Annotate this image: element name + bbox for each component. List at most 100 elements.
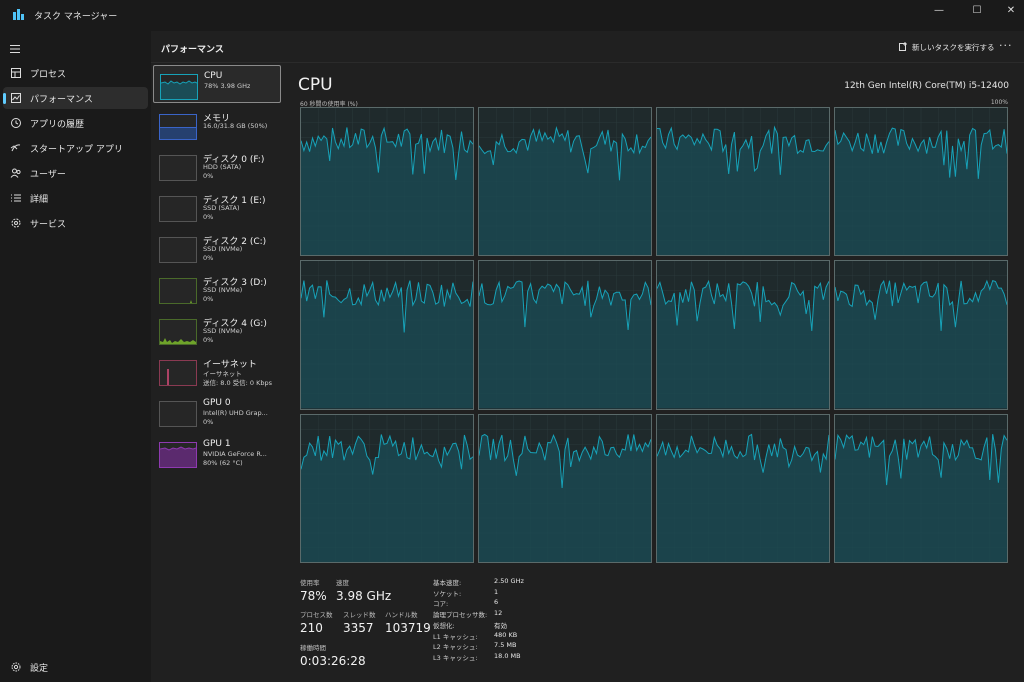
run-new-task-label: 新しいタスクを実行する — [912, 42, 995, 52]
device-name: メモリ — [203, 114, 231, 124]
usage-label: 使用率 — [300, 579, 320, 587]
device-item[interactable]: ディスク 3 (D:) SSD (NVMe) 0% — [153, 270, 281, 308]
history-icon — [11, 118, 21, 128]
device-name: CPU — [204, 71, 223, 81]
gear-icon — [11, 662, 21, 672]
device-subtext: 0% — [203, 336, 214, 344]
active-indicator — [3, 93, 6, 104]
sidebar-item-label: ユーザー — [30, 170, 66, 180]
logical-processor-graphs — [300, 107, 1008, 563]
device-thumbnail-graph — [159, 196, 197, 222]
device-subtext: SSD (NVMe) — [203, 327, 243, 335]
sidebar-item-label: スタートアップ アプリ — [30, 145, 123, 155]
device-item[interactable]: GPU 1 NVIDIA GeForce R... 80% (62 °C) — [153, 434, 281, 472]
sidebar-item-label: アプリの履歴 — [30, 120, 85, 130]
device-name: ディスク 4 (G:) — [203, 319, 267, 329]
handles-value: 103719 — [385, 621, 431, 635]
logical-processor-graph — [478, 413, 652, 563]
device-thumbnail-graph — [159, 401, 197, 427]
device-subtext: 0% — [203, 418, 214, 426]
logical-processor-graph — [300, 413, 474, 563]
device-subtext: 送信: 8.0 受信: 0 Kbps — [203, 379, 273, 387]
device-name: GPU 0 — [203, 398, 231, 408]
startup-icon — [10, 144, 21, 152]
detail-value: 7.5 MB — [494, 641, 517, 650]
device-name: GPU 1 — [203, 439, 231, 449]
device-name: ディスク 3 (D:) — [203, 278, 267, 288]
services-icon — [11, 218, 21, 228]
cpu-title: CPU — [298, 75, 333, 95]
processes-icon — [11, 68, 21, 78]
detail-key: L2 キャッシュ: — [433, 643, 478, 652]
device-subtext: HDD (SATA) — [203, 163, 242, 171]
sidebar-item-details[interactable]: 詳細 — [3, 187, 148, 209]
device-subtext: SSD (SATA) — [203, 204, 240, 212]
uptime-label: 稼働時間 — [300, 644, 326, 652]
logical-processor-graph — [478, 107, 652, 257]
detail-key: 仮想化: — [433, 621, 455, 630]
users-icon — [10, 168, 21, 178]
sidebar-item-startup-apps[interactable]: スタートアップ アプリ — [3, 137, 148, 159]
detail-value: 480 KB — [494, 630, 518, 639]
device-item[interactable]: GPU 0 Intel(R) UHD Grap... 0% — [153, 393, 281, 431]
logical-processor-graph — [656, 107, 830, 257]
device-subtext: Intel(R) UHD Grap... — [203, 409, 268, 417]
handles-label: ハンドル数 — [385, 611, 418, 619]
device-item[interactable]: ディスク 4 (G:) SSD (NVMe) 0% — [153, 311, 281, 349]
logical-processor-graph — [300, 260, 474, 410]
threads-label: スレッド数 — [343, 611, 376, 619]
device-item[interactable]: ディスク 0 (F:) HDD (SATA) 0% — [153, 147, 281, 185]
detail-value: 有効 — [494, 621, 507, 630]
sidebar-item-label: 詳細 — [30, 195, 49, 205]
device-thumbnail-graph — [159, 360, 197, 386]
sidebar-item-performance[interactable]: パフォーマンス — [3, 87, 148, 109]
detail-key: ソケット: — [433, 589, 462, 598]
close-button[interactable]: ✕ — [1006, 4, 1016, 16]
window-title: タスク マネージャー — [34, 12, 118, 22]
sidebar-item-settings[interactable]: 設定 — [3, 656, 148, 678]
threads-value: 3357 — [343, 621, 374, 635]
sidebar-item-processes[interactable]: プロセス — [3, 62, 148, 84]
sidebar-item-services[interactable]: サービス — [3, 212, 148, 234]
device-name: ディスク 1 (E:) — [203, 196, 266, 206]
cpu-stats: 使用率 78% 速度 3.98 GHz プロセス数 210 スレッド数 3357… — [300, 577, 700, 677]
device-subtext: SSD (NVMe) — [203, 286, 243, 294]
device-item[interactable]: CPU 78% 3.98 GHz — [153, 65, 281, 103]
logical-processor-graph — [834, 260, 1008, 410]
sidebar-item-label: 設定 — [30, 664, 49, 674]
sidebar-item-users[interactable]: ユーザー — [3, 162, 148, 184]
minimize-button[interactable]: — — [934, 4, 944, 16]
device-name: ディスク 2 (C:) — [203, 237, 267, 247]
device-thumbnail-graph — [159, 114, 197, 140]
title-bar: タスク マネージャー — ☐ ✕ — [0, 0, 1024, 31]
logical-processor-graph — [834, 413, 1008, 563]
main-panel: パフォーマンス 新しいタスクを実行する ··· CPU 78% 3.98 GHz メ… — [151, 31, 1024, 682]
device-subtext: 0% — [203, 254, 214, 262]
maximize-button[interactable]: ☐ — [972, 4, 982, 16]
device-item[interactable]: イーサネット イーサネット 送信: 8.0 受信: 0 Kbps — [153, 352, 281, 390]
device-subtext: 0% — [203, 213, 214, 221]
sidebar-item-label: サービス — [30, 220, 67, 230]
more-options-button[interactable]: ··· — [999, 39, 1013, 52]
sidebar: プロセス パフォーマンス アプリの履歴 スタートアップ アプリ ユーザー 詳細 … — [0, 31, 151, 682]
device-item[interactable]: ディスク 2 (C:) SSD (NVMe) 0% — [153, 229, 281, 267]
logical-processor-graph — [300, 107, 474, 257]
page-title: パフォーマンス — [161, 45, 224, 55]
device-subtext: 80% (62 °C) — [203, 459, 243, 467]
device-thumbnail-graph — [159, 442, 197, 468]
device-subtext: SSD (NVMe) — [203, 245, 243, 253]
detail-value: 6 — [494, 598, 499, 607]
device-item[interactable]: メモリ 16.0/31.8 GB (50%) — [153, 106, 281, 144]
hamburger-menu-icon[interactable] — [9, 42, 23, 56]
run-new-task-button[interactable]: 新しいタスクを実行する — [896, 37, 995, 57]
usage-value: 78% — [300, 589, 327, 603]
cpu-model-name: 12th Gen Intel(R) Core(TM) i5-12400 — [844, 81, 1009, 91]
sidebar-item-app-history[interactable]: アプリの履歴 — [3, 112, 148, 134]
device-item[interactable]: ディスク 1 (E:) SSD (SATA) 0% — [153, 188, 281, 226]
detail-key: 基本速度: — [433, 579, 462, 587]
sidebar-item-label: プロセス — [30, 70, 67, 80]
performance-icon — [11, 93, 21, 103]
detail-value: 12 — [494, 609, 503, 618]
device-subtext: 78% 3.98 GHz — [204, 82, 251, 90]
